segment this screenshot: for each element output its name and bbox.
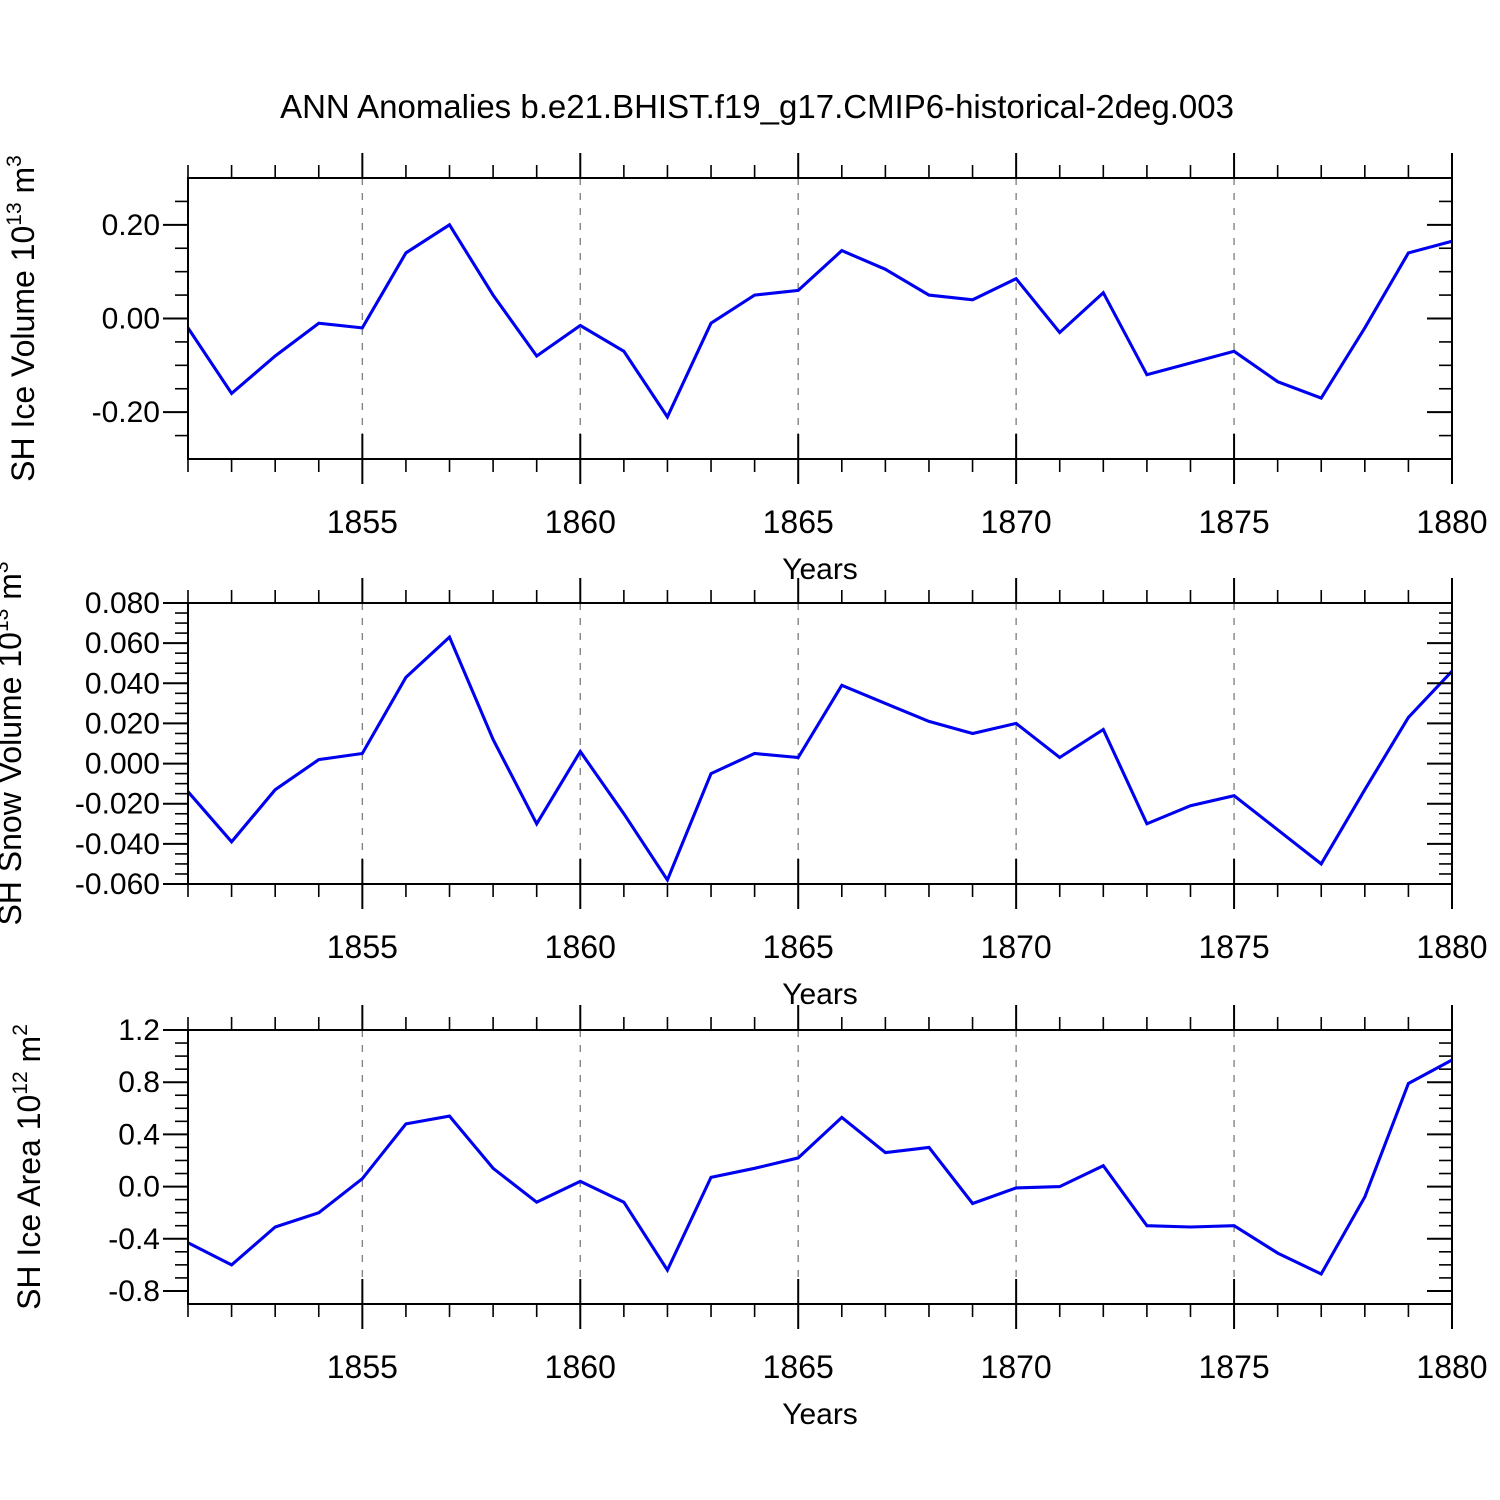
x-tick-label: 1880 [1416, 504, 1487, 540]
x-tick-label: 1855 [327, 929, 398, 965]
x-tick-label: 1870 [981, 504, 1052, 540]
x-tick-label: 1875 [1198, 929, 1269, 965]
panel-sh-ice-area: 1.2 0.8 0.4 0.0 -0.4 -0.8 1855 1860 1865 1870 1875… [9, 1005, 1488, 1431]
y-tick-label: 0.00 [102, 303, 160, 336]
y-tick-label: 0.20 [102, 209, 160, 242]
y-axis-title: SH Ice Area 1012 m2 [9, 1024, 47, 1310]
x-tick-label: 1855 [327, 504, 398, 540]
y-tick-label: -0.060 [75, 868, 160, 901]
plot-frame [187, 602, 1453, 885]
y-tick-label: 0.080 [85, 587, 160, 620]
x-axis-title: Years [782, 1398, 858, 1431]
y-tick-label: 0.040 [85, 667, 160, 700]
y-tick-label: -0.20 [92, 396, 160, 429]
panels-group: 0.20 0.00 -0.20 1855 1860 1865 1870 1875 1880 Yea… [0, 153, 1488, 1431]
figure-title: ANN Anomalies b.e21.BHIST.f19_g17.CMIP6-… [280, 88, 1234, 125]
x-tick-label: 1870 [981, 1349, 1052, 1385]
x-tick-label: 1880 [1416, 1349, 1487, 1385]
panel-sh-snow-volume: 0.080 0.060 0.040 0.020 0.000 -0.020 -0.040 -0.… [0, 561, 1488, 1011]
x-tick-label: 1875 [1198, 1349, 1269, 1385]
y-axis-title: SH Snow Volume 1013 m3 [0, 561, 28, 925]
y-tick-label: 1.2 [118, 1014, 160, 1047]
y-tick-label: -0.8 [108, 1275, 160, 1308]
y-tick-label: -0.040 [75, 828, 160, 861]
x-tick-label: 1865 [763, 1349, 834, 1385]
data-line-sh-ice-area [187, 1058, 1453, 1277]
x-tick-label: 1875 [1198, 504, 1269, 540]
x-tick-label: 1870 [981, 929, 1052, 965]
x-tick-label: 1860 [545, 504, 616, 540]
plot-frame [187, 1029, 1453, 1305]
data-line-sh-ice-volume [186, 222, 1453, 421]
y-tick-label: 0.000 [85, 748, 160, 781]
y-tick-label: 0.4 [118, 1118, 160, 1151]
x-tick-label: 1855 [327, 1349, 398, 1385]
x-tick-label: 1880 [1416, 929, 1487, 965]
panel-sh-ice-volume: 0.20 0.00 -0.20 1855 1860 1865 1870 1875 1880 Yea… [3, 153, 1488, 586]
y-tick-label: 0.020 [85, 707, 160, 740]
y-tick-label: 0.0 [118, 1171, 160, 1204]
y-axis-title: SH Ice Volume 1013 m3 [3, 155, 41, 482]
y-tick-label: -0.020 [75, 788, 160, 821]
x-axis-title: Years [782, 978, 858, 1011]
y-tick-label: 0.060 [85, 627, 160, 660]
x-tick-label: 1865 [763, 504, 834, 540]
x-axis-title: Years [782, 553, 858, 586]
y-tick-label: 0.8 [118, 1066, 160, 1099]
plot-frame [187, 177, 1453, 460]
y-tick-label: -0.4 [108, 1223, 160, 1256]
x-tick-label: 1865 [763, 929, 834, 965]
x-tick-label: 1860 [545, 929, 616, 965]
data-line-sh-snow-volume [186, 634, 1454, 884]
x-tick-label: 1860 [545, 1349, 616, 1385]
